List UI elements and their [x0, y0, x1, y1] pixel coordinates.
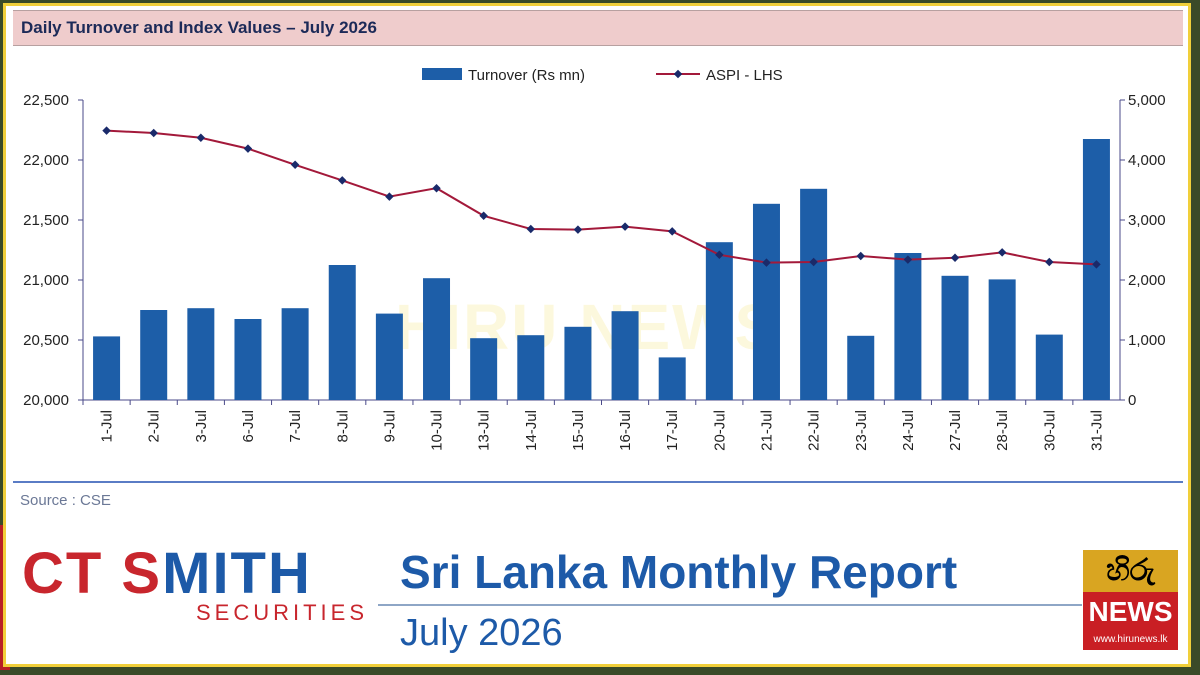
- aspi-point: [573, 225, 583, 234]
- right-tick-label: 3,000: [1128, 212, 1166, 229]
- turnover-bar: [470, 338, 498, 400]
- x-tick-label: 23-Jul: [853, 410, 870, 451]
- turnover-bar: [234, 319, 262, 400]
- x-tick-label: 7-Jul: [287, 410, 304, 443]
- report-title: Sri Lanka Monthly Report: [400, 546, 958, 598]
- aspi-point: [1092, 260, 1101, 269]
- turnover-bar: [564, 326, 592, 400]
- right-tick-label: 4,000: [1128, 152, 1166, 169]
- turnover-bar: [1035, 334, 1063, 400]
- x-tick-label: 10-Jul: [429, 410, 446, 451]
- aspi-point: [1045, 257, 1054, 267]
- turnover-bar: [847, 335, 875, 400]
- turnover-bar: [281, 308, 309, 400]
- report-month: July 2026: [400, 612, 563, 654]
- x-tick-label: 31-Jul: [1088, 410, 1105, 451]
- turnover-bar: [988, 279, 1016, 400]
- turnover-bar: [800, 188, 828, 400]
- news-logo: හිරු NEWS www.hirunews.lk: [1083, 550, 1178, 650]
- x-tick-label: 16-Jul: [617, 410, 634, 451]
- legend-label-aspi: ASPI - LHS: [706, 67, 783, 84]
- aspi-point: [667, 227, 677, 236]
- x-tick-label: 20-Jul: [711, 410, 728, 451]
- aspi-point: [102, 126, 111, 135]
- source-note: Source : CSE: [20, 492, 111, 509]
- aspi-line: [106, 129, 1097, 266]
- left-tick-label: 22,500: [23, 92, 69, 109]
- turnover-bar: [140, 310, 168, 400]
- aspi-point: [762, 258, 771, 267]
- turnover-bar: [705, 242, 733, 400]
- aspi-point: [950, 253, 960, 263]
- turnover-aspi-chart: 20,000 20,500 21,000 21,500 22,000 22,500 0 1,0…: [23, 67, 1166, 451]
- aspi-point: [903, 255, 913, 264]
- aspi-point: [338, 176, 347, 185]
- x-tick-label: 13-Jul: [476, 410, 493, 451]
- turnover-bar: [375, 313, 403, 400]
- x-tick-label: 8-Jul: [334, 410, 351, 443]
- left-tick-label: 20,000: [23, 392, 69, 409]
- x-tick-label: 24-Jul: [900, 410, 917, 451]
- aspi-point: [620, 222, 630, 231]
- aspi-point: [243, 144, 253, 153]
- turnover-bar: [1082, 139, 1110, 400]
- legend-marker-aspi: [673, 69, 683, 79]
- turnover-bar: [328, 265, 356, 400]
- left-tick-label: 21,000: [23, 272, 69, 289]
- legend-label-turnover: Turnover (Rs mn): [468, 67, 585, 84]
- aspi-point: [526, 224, 536, 234]
- brand-part2: MITH: [162, 541, 312, 606]
- aspi-point: [196, 133, 206, 143]
- x-tick-label: 22-Jul: [806, 410, 823, 451]
- source-separator: [13, 481, 1183, 483]
- right-tick-label: 5,000: [1128, 92, 1166, 109]
- aspi-point: [432, 183, 441, 193]
- x-tick-label: 2-Jul: [146, 410, 163, 443]
- chart-title: Daily Turnover and Index Values – July 2…: [21, 18, 377, 37]
- report-divider: [378, 604, 1082, 606]
- x-tick-label: 14-Jul: [523, 410, 540, 451]
- brand-logo: CT SMITH: [22, 540, 312, 607]
- turnover-bar: [611, 311, 639, 400]
- left-tick-label: 21,500: [23, 212, 69, 229]
- turnover-bar: [941, 275, 969, 400]
- x-tick-label: 28-Jul: [994, 410, 1011, 451]
- turnover-bar: [517, 335, 545, 400]
- right-tick-label: 2,000: [1128, 272, 1166, 289]
- turnover-bar: [658, 357, 686, 400]
- logo-sinhala-text: හිරු: [1083, 550, 1178, 592]
- turnover-bar: [93, 336, 121, 400]
- x-tick-label: 1-Jul: [99, 410, 116, 443]
- aspi-point: [809, 257, 818, 267]
- aspi-point: [290, 160, 300, 170]
- turnover-bar: [752, 203, 780, 400]
- x-tick-label: 21-Jul: [758, 410, 775, 451]
- brand-part1: CT S: [22, 541, 163, 606]
- x-tick-label: 6-Jul: [240, 410, 257, 443]
- aspi-point: [479, 211, 488, 221]
- aspi-point: [385, 192, 394, 201]
- right-tick-label: 0: [1128, 392, 1136, 409]
- turnover-bar: [187, 308, 215, 400]
- aspi-point: [149, 128, 158, 138]
- aspi-point: [997, 248, 1007, 257]
- left-tick-label: 22,000: [23, 152, 69, 169]
- x-tick-label: 15-Jul: [570, 410, 587, 451]
- right-tick-label: 1,000: [1128, 332, 1166, 349]
- logo-url: www.hirunews.lk: [1093, 634, 1168, 645]
- x-tick-label: 27-Jul: [947, 410, 964, 451]
- x-tick-label: 17-Jul: [664, 410, 681, 451]
- left-tick-label: 20,500: [23, 332, 69, 349]
- aspi-point: [856, 251, 865, 261]
- brand-subtitle: SECURITIES: [196, 600, 369, 625]
- legend-swatch-turnover: [422, 68, 462, 80]
- turnover-bar: [894, 253, 922, 400]
- turnover-bar: [423, 278, 451, 400]
- chart-title-bar: Daily Turnover and Index Values – July 2…: [13, 10, 1183, 46]
- x-tick-label: 30-Jul: [1041, 410, 1058, 451]
- logo-news-text: NEWS: [1088, 596, 1173, 627]
- x-tick-label: 3-Jul: [193, 410, 210, 443]
- x-tick-label: 9-Jul: [381, 410, 398, 443]
